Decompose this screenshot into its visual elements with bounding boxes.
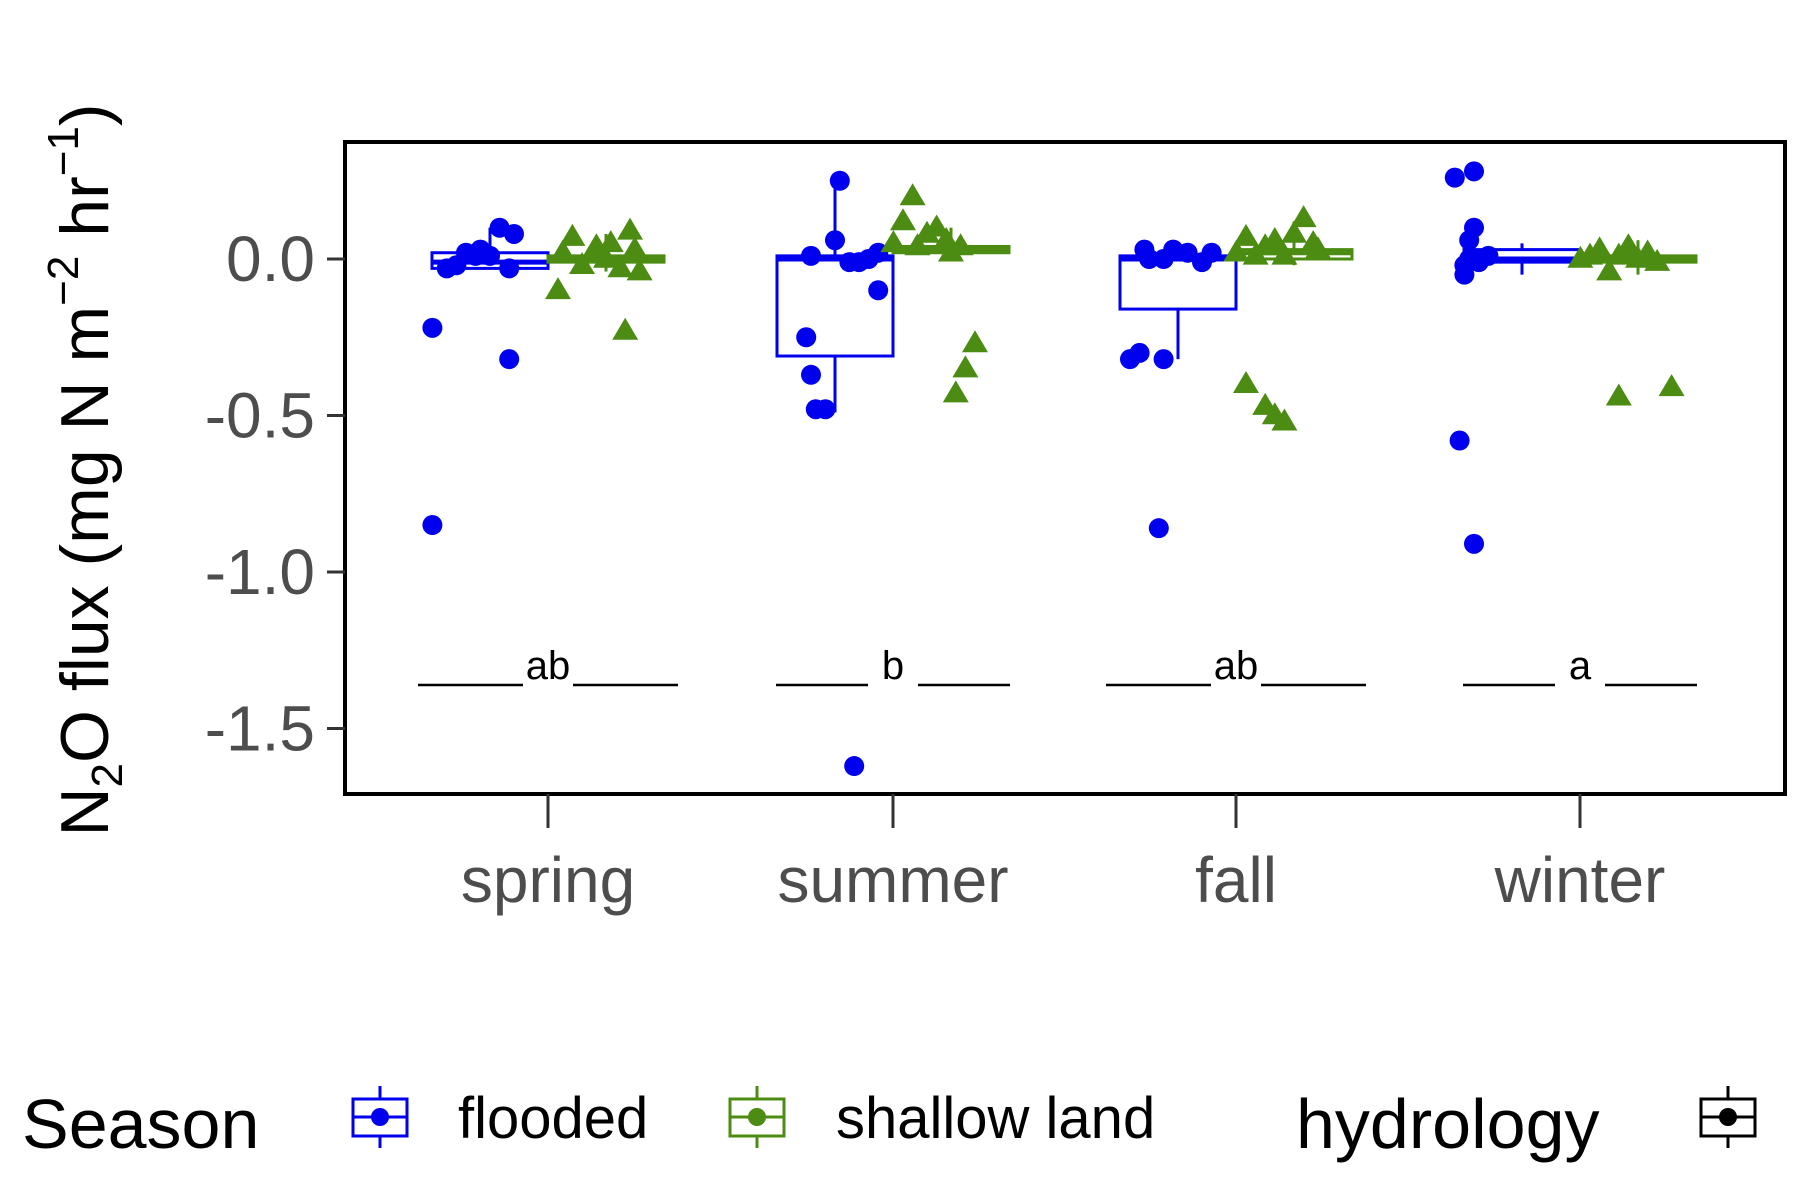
shallow-land-point — [923, 214, 950, 237]
x-tick-label: fall — [1195, 844, 1277, 916]
flooded-point — [815, 399, 836, 420]
x-axis: spring summer fall winter — [461, 794, 1666, 916]
flooded-point — [1468, 252, 1489, 273]
shallow-land-point — [569, 252, 595, 275]
flooded-point — [499, 349, 520, 370]
flooded-point — [796, 327, 817, 348]
flooded-point — [868, 280, 889, 301]
shallow-land-point — [1658, 374, 1685, 397]
y-axis: 0.0 -0.5 -1.0 -1.5 — [205, 223, 345, 765]
legend-key-hydrology — [1699, 1086, 1757, 1148]
shallow-land-point — [1290, 205, 1317, 228]
flooded-point — [801, 245, 821, 266]
flooded-point — [422, 515, 443, 536]
y-tick-label: -1.0 — [205, 536, 315, 608]
box — [1118, 254, 1238, 311]
flooded-point — [1148, 518, 1169, 539]
x-tick-label: spring — [461, 844, 635, 916]
flooded-point — [480, 245, 500, 266]
shallow-land-point — [1223, 239, 1250, 262]
shallow-land-point — [962, 330, 988, 353]
plot-panel — [343, 140, 1787, 796]
flooded-point — [1444, 167, 1465, 188]
flooded-point — [844, 756, 865, 777]
shallow-land-point — [1233, 371, 1259, 393]
flooded-point — [504, 223, 524, 244]
shallow-land-point — [607, 255, 634, 278]
flooded-point — [829, 170, 850, 191]
flooded-point — [1464, 533, 1484, 554]
legend-label-flooded: flooded — [458, 1086, 648, 1151]
shallow-land-point — [1644, 248, 1671, 271]
shallow-land-point — [1596, 258, 1623, 281]
shallow-land-point — [612, 317, 639, 340]
shallow-land-point — [1271, 408, 1298, 431]
significance-letter: ab — [1214, 644, 1259, 688]
shallow-land-point — [1615, 233, 1642, 256]
shallow-land-point — [626, 258, 653, 281]
shallow-land-point — [952, 355, 979, 378]
flooded-point — [1153, 349, 1174, 370]
data-points — [422, 161, 1685, 777]
legend-key-flooded — [351, 1086, 409, 1148]
shallow-land-point — [617, 217, 643, 240]
shallow-land-point — [942, 380, 969, 403]
shallow-land-point — [880, 230, 907, 253]
significance-letter: b — [882, 644, 904, 688]
shallow-land-point — [559, 223, 586, 246]
significance-labels: ab b ab a — [418, 644, 1697, 688]
shallow-land-point — [1271, 242, 1298, 265]
flooded-point — [1177, 242, 1198, 263]
legend-second-title: hydrology — [1296, 1085, 1600, 1163]
flooded-point — [1139, 249, 1160, 269]
shallow-land-point — [1605, 383, 1632, 406]
x-tick-label: winter — [1494, 844, 1666, 916]
shallow-land-point — [545, 277, 571, 300]
flooded-point — [1129, 342, 1150, 363]
shallow-land-point — [899, 183, 926, 206]
flooded-point — [825, 230, 845, 251]
box — [775, 254, 895, 358]
significance-letter: ab — [526, 644, 571, 688]
flooded-point — [1459, 230, 1480, 251]
shallow-land-point — [947, 233, 974, 256]
x-tick-label: summer — [777, 844, 1008, 916]
legend-key-shallow-land — [728, 1086, 786, 1148]
shallow-land-point — [549, 239, 576, 262]
shallow-land-point — [1305, 236, 1331, 259]
legend-title: Season — [22, 1085, 259, 1163]
legend: Season flooded shallow land hydrology — [22, 1085, 1757, 1163]
shallow-land-point — [593, 245, 619, 268]
flooded-point — [1449, 430, 1470, 451]
significance-letter: a — [1569, 644, 1592, 688]
shallow-land-point — [890, 208, 916, 231]
y-tick-label: -0.5 — [205, 380, 315, 452]
shallow-land-point — [1586, 236, 1613, 259]
shallow-land-point — [904, 233, 931, 256]
legend-label-shallow-land: shallow land — [836, 1086, 1155, 1151]
shallow-land-point — [1233, 223, 1259, 246]
y-tick-label: -1.5 — [205, 693, 315, 765]
flooded-point — [422, 317, 443, 338]
flooded-point — [801, 364, 821, 385]
shallow-land-point — [621, 236, 648, 259]
flooded-point — [1201, 242, 1222, 263]
boxplots — [430, 180, 1698, 413]
shallow-land-point — [597, 230, 624, 253]
flooded-point — [499, 258, 520, 279]
y-tick-label: 0.0 — [226, 223, 315, 295]
shallow-land-point — [1261, 227, 1288, 250]
flooded-point — [1464, 161, 1484, 182]
shallow-land-point — [1281, 220, 1307, 243]
y-axis-title: N2O flux (mg N m−2 hr−1) — [39, 103, 132, 836]
